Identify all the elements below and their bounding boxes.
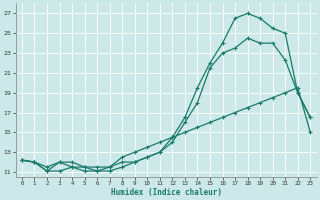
X-axis label: Humidex (Indice chaleur): Humidex (Indice chaleur) <box>111 188 221 197</box>
